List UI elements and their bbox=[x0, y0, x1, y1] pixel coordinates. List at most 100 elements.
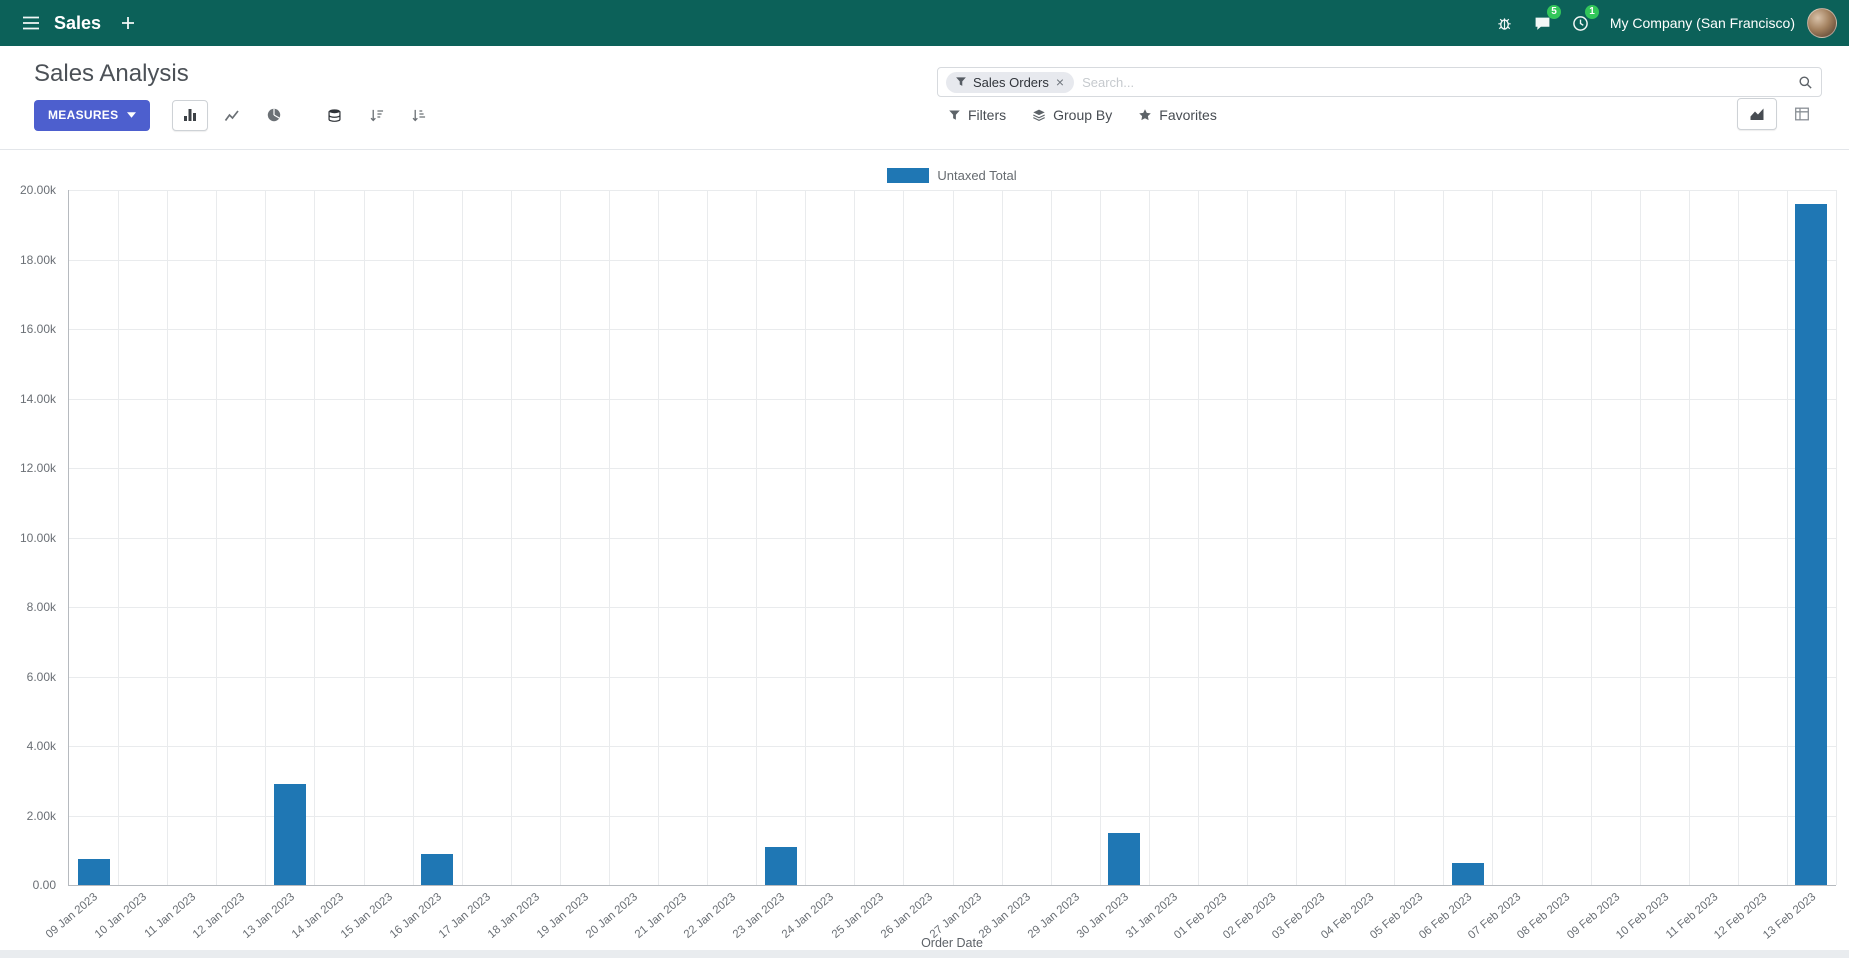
messages-button[interactable]: 5 bbox=[1524, 0, 1562, 46]
plus-icon bbox=[121, 16, 135, 30]
search-options: Filters Group By Favorites bbox=[948, 98, 1217, 132]
gridline bbox=[265, 190, 267, 885]
debug-button[interactable] bbox=[1486, 0, 1524, 46]
pivot-view-button[interactable] bbox=[1782, 98, 1822, 130]
gridline bbox=[1345, 190, 1347, 885]
y-axis-label: 4.00k bbox=[26, 739, 56, 753]
x-axis-title: Order Date bbox=[921, 936, 983, 950]
gridline bbox=[1247, 190, 1248, 885]
new-tab-button[interactable] bbox=[109, 0, 147, 46]
gridline bbox=[363, 190, 365, 885]
x-axis-label: 05 Feb 2023 bbox=[1368, 891, 1426, 942]
bar[interactable] bbox=[77, 858, 110, 885]
x-axis-label: 08 Feb 2023 bbox=[1515, 891, 1573, 942]
gridline bbox=[216, 190, 218, 885]
x-axis-label: 23 Jan 2023 bbox=[731, 891, 788, 941]
horizontal-scrollbar[interactable] bbox=[0, 950, 1849, 958]
activities-button[interactable]: 1 bbox=[1562, 0, 1600, 46]
graph-view-button[interactable] bbox=[1737, 98, 1777, 130]
page-title: Sales Analysis bbox=[34, 60, 189, 87]
x-axis-label: 25 Jan 2023 bbox=[829, 891, 886, 941]
bar[interactable] bbox=[421, 853, 454, 885]
bar[interactable] bbox=[1108, 832, 1141, 885]
measures-button[interactable]: MEASURES bbox=[34, 99, 151, 131]
gridline bbox=[1001, 190, 1003, 885]
legend-label: Untaxed Total bbox=[937, 168, 1017, 183]
filters-button[interactable]: Filters bbox=[948, 107, 1006, 123]
sort-ascending-button[interactable] bbox=[400, 100, 436, 131]
area-chart-icon bbox=[1749, 106, 1765, 122]
pivot-table-icon bbox=[1794, 106, 1810, 122]
x-axis-label: 16 Jan 2023 bbox=[387, 891, 444, 941]
bug-icon bbox=[1496, 15, 1513, 32]
pie-chart-icon bbox=[266, 107, 282, 123]
x-axis-label: 10 Feb 2023 bbox=[1613, 891, 1671, 942]
user-avatar[interactable] bbox=[1807, 8, 1837, 38]
gridline bbox=[1590, 190, 1592, 885]
y-axis-label: 10.00k bbox=[19, 530, 56, 545]
bar[interactable] bbox=[1795, 203, 1828, 885]
group-by-button[interactable]: Group By bbox=[1032, 107, 1112, 123]
search-input[interactable] bbox=[1082, 74, 1790, 90]
hamburger-menu-button[interactable] bbox=[12, 0, 50, 46]
x-axis-label: 06 Feb 2023 bbox=[1417, 891, 1475, 942]
x-axis-label: 11 Jan 2023 bbox=[142, 891, 199, 941]
x-axis-label: 07 Feb 2023 bbox=[1466, 891, 1524, 942]
gridline bbox=[1148, 190, 1150, 885]
gridline bbox=[1541, 190, 1543, 885]
x-axis-label: 17 Jan 2023 bbox=[436, 891, 493, 941]
x-axis-label: 27 Jan 2023 bbox=[927, 891, 984, 941]
pie-chart-button[interactable] bbox=[256, 100, 292, 131]
gridline bbox=[1688, 190, 1690, 885]
bar[interactable] bbox=[1451, 863, 1484, 885]
layers-icon bbox=[1032, 108, 1046, 122]
measures-button-label: MEASURES bbox=[48, 108, 119, 122]
bar[interactable] bbox=[764, 846, 797, 885]
gridline bbox=[1050, 190, 1052, 885]
facet-remove-icon[interactable]: × bbox=[1055, 74, 1065, 90]
x-axis-label: 01 Feb 2023 bbox=[1171, 891, 1230, 942]
x-axis-label: 03 Feb 2023 bbox=[1270, 891, 1328, 942]
gridline bbox=[559, 190, 561, 885]
bar[interactable] bbox=[273, 784, 306, 885]
search-facet-label: Sales Orders bbox=[973, 74, 1049, 90]
x-axis-label: 12 Jan 2023 bbox=[191, 891, 248, 941]
search-facet-sales-orders[interactable]: Sales Orders × bbox=[946, 71, 1075, 93]
line-chart-button[interactable] bbox=[214, 100, 250, 131]
y-axis-label: 6.00k bbox=[26, 669, 56, 684]
line-chart-icon bbox=[224, 107, 240, 123]
clock-icon bbox=[1572, 15, 1589, 32]
chart-region: Untaxed Total 0.00 2.00k 4.00k 6.00k 8.00k 10… bbox=[0, 150, 1849, 950]
filters-label: Filters bbox=[968, 107, 1007, 123]
bar-chart-plot bbox=[68, 190, 1837, 886]
sort-descending-icon bbox=[369, 108, 384, 123]
legend-item[interactable]: Untaxed Total bbox=[887, 168, 1017, 183]
x-axis-label: 10 Jan 2023 bbox=[93, 891, 150, 941]
search-icon[interactable] bbox=[1798, 75, 1813, 90]
app-name[interactable]: Sales bbox=[54, 12, 102, 33]
x-axis-label: 29 Jan 2023 bbox=[1025, 891, 1082, 941]
x-axis-label: 14 Jan 2023 bbox=[289, 891, 346, 941]
sort-descending-button[interactable] bbox=[358, 100, 394, 131]
gridline bbox=[1836, 190, 1837, 885]
x-axis-label: 20 Jan 2023 bbox=[583, 891, 641, 941]
chevron-down-icon bbox=[127, 112, 137, 118]
favorites-label: Favorites bbox=[1159, 107, 1217, 123]
bar-chart-button[interactable] bbox=[172, 99, 209, 131]
filter-funnel-icon bbox=[955, 76, 967, 88]
x-axis-label: 26 Jan 2023 bbox=[878, 891, 935, 941]
messages-count-badge: 5 bbox=[1547, 5, 1561, 19]
gridline bbox=[412, 190, 414, 885]
y-axis-label: 14.00k bbox=[19, 391, 56, 406]
x-axis-label: 19 Jan 2023 bbox=[534, 891, 592, 941]
x-axis-label: 28 Jan 2023 bbox=[976, 891, 1033, 941]
bar-chart-icon bbox=[182, 107, 198, 123]
y-axis-label: 2.00k bbox=[26, 808, 56, 823]
x-axis-label: 04 Feb 2023 bbox=[1319, 891, 1377, 942]
stacked-toggle-button[interactable] bbox=[316, 100, 352, 131]
favorites-button[interactable]: Favorites bbox=[1138, 107, 1217, 123]
gridline bbox=[118, 190, 120, 885]
legend-swatch bbox=[887, 168, 930, 183]
control-panel: Sales Analysis Sales Orders × MEASURES bbox=[0, 46, 1849, 150]
user-company-menu[interactable]: My Company (San Francisco) bbox=[1609, 15, 1795, 31]
